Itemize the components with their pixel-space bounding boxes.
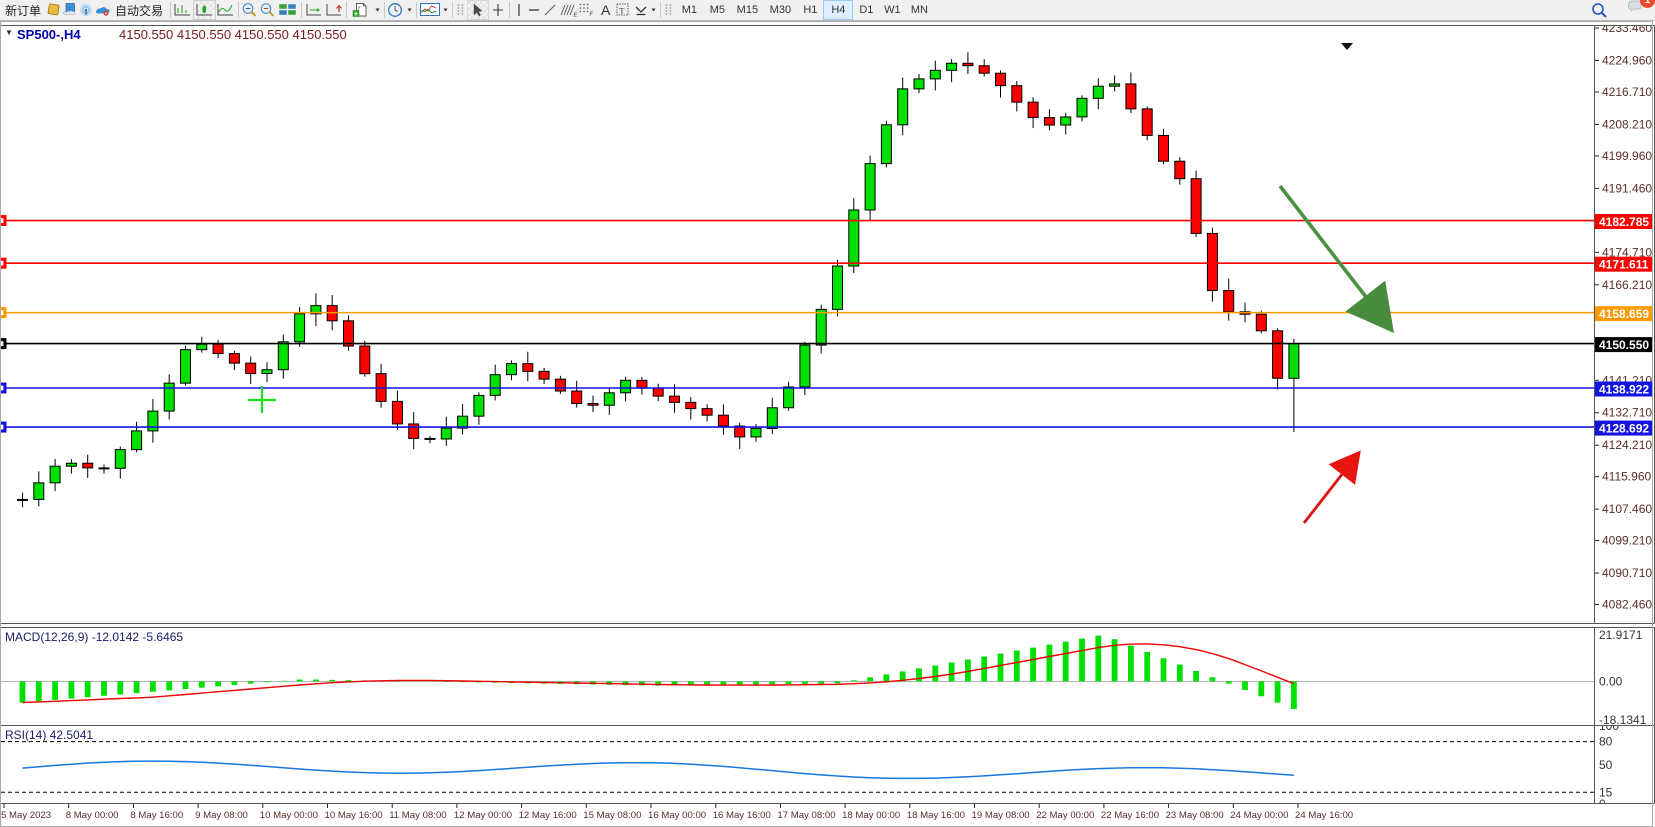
- svg-text:16 May 00:00: 16 May 00:00: [648, 810, 706, 821]
- svg-text:-18.1341: -18.1341: [1599, 713, 1647, 726]
- svg-text:21.9171: 21.9171: [1599, 628, 1643, 642]
- svg-text:8 May 00:00: 8 May 00:00: [66, 810, 119, 821]
- svg-text:4124.210: 4124.210: [1602, 438, 1652, 452]
- svg-text:8 May 16:00: 8 May 16:00: [130, 810, 183, 821]
- svg-text:23 May 08:00: 23 May 08:00: [1166, 810, 1224, 821]
- svg-text:5 May 2023: 5 May 2023: [1, 810, 51, 821]
- svg-text:19 May 08:00: 19 May 08:00: [972, 810, 1030, 821]
- svg-text:80: 80: [1599, 735, 1613, 749]
- svg-text:4174.710: 4174.710: [1602, 245, 1652, 259]
- svg-text:4166.210: 4166.210: [1602, 278, 1652, 292]
- svg-text:4082.460: 4082.460: [1602, 598, 1652, 612]
- svg-text:F: F: [590, 12, 594, 18]
- svg-text:10 May 00:00: 10 May 00:00: [260, 810, 318, 821]
- svg-text:16 May 16:00: 16 May 16:00: [713, 810, 771, 821]
- svg-text:11 May 08:00: 11 May 08:00: [389, 810, 446, 821]
- svg-text:MACD(12,26,9) -12.0142 -5.6465: MACD(12,26,9) -12.0142 -5.6465: [5, 630, 183, 644]
- svg-text:4132.710: 4132.710: [1602, 406, 1652, 420]
- svg-text:12 May 16:00: 12 May 16:00: [519, 810, 577, 821]
- svg-text:24 May 00:00: 24 May 00:00: [1230, 810, 1288, 821]
- svg-text:22 May 16:00: 22 May 16:00: [1101, 810, 1159, 821]
- svg-text:4208.210: 4208.210: [1602, 117, 1652, 131]
- svg-text:4107.460: 4107.460: [1602, 502, 1652, 516]
- svg-text:4224.960: 4224.960: [1602, 53, 1652, 67]
- svg-text:17 May 08:00: 17 May 08:00: [777, 810, 835, 821]
- svg-text:9 May 08:00: 9 May 08:00: [195, 810, 248, 821]
- svg-text:4191.460: 4191.460: [1602, 181, 1652, 195]
- svg-text:12 May 00:00: 12 May 00:00: [454, 810, 512, 821]
- svg-text:4090.710: 4090.710: [1602, 566, 1652, 580]
- svg-text:100: 100: [1599, 726, 1619, 733]
- svg-text:0: 0: [1599, 797, 1606, 804]
- svg-text:4115.960: 4115.960: [1602, 470, 1651, 484]
- svg-text:4216.710: 4216.710: [1602, 85, 1652, 99]
- svg-text:4141.210: 4141.210: [1602, 373, 1652, 387]
- svg-text:18 May 00:00: 18 May 00:00: [842, 810, 900, 821]
- svg-text:22 May 00:00: 22 May 00:00: [1036, 810, 1094, 821]
- svg-text:T: T: [620, 6, 626, 16]
- svg-text:10 May 16:00: 10 May 16:00: [325, 810, 383, 821]
- svg-text:50: 50: [1599, 758, 1613, 772]
- svg-text:4099.210: 4099.210: [1602, 534, 1652, 548]
- svg-text:15 May 08:00: 15 May 08:00: [583, 810, 641, 821]
- svg-text:RSI(14) 42.5041: RSI(14) 42.5041: [5, 728, 93, 742]
- svg-text:4233.460: 4233.460: [1602, 26, 1652, 35]
- svg-text:18 May 16:00: 18 May 16:00: [907, 810, 965, 821]
- svg-text:4199.960: 4199.960: [1602, 149, 1652, 163]
- svg-text:0.00: 0.00: [1599, 674, 1623, 688]
- svg-text:E: E: [574, 13, 578, 19]
- svg-text:24 May 16:00: 24 May 16:00: [1295, 810, 1353, 821]
